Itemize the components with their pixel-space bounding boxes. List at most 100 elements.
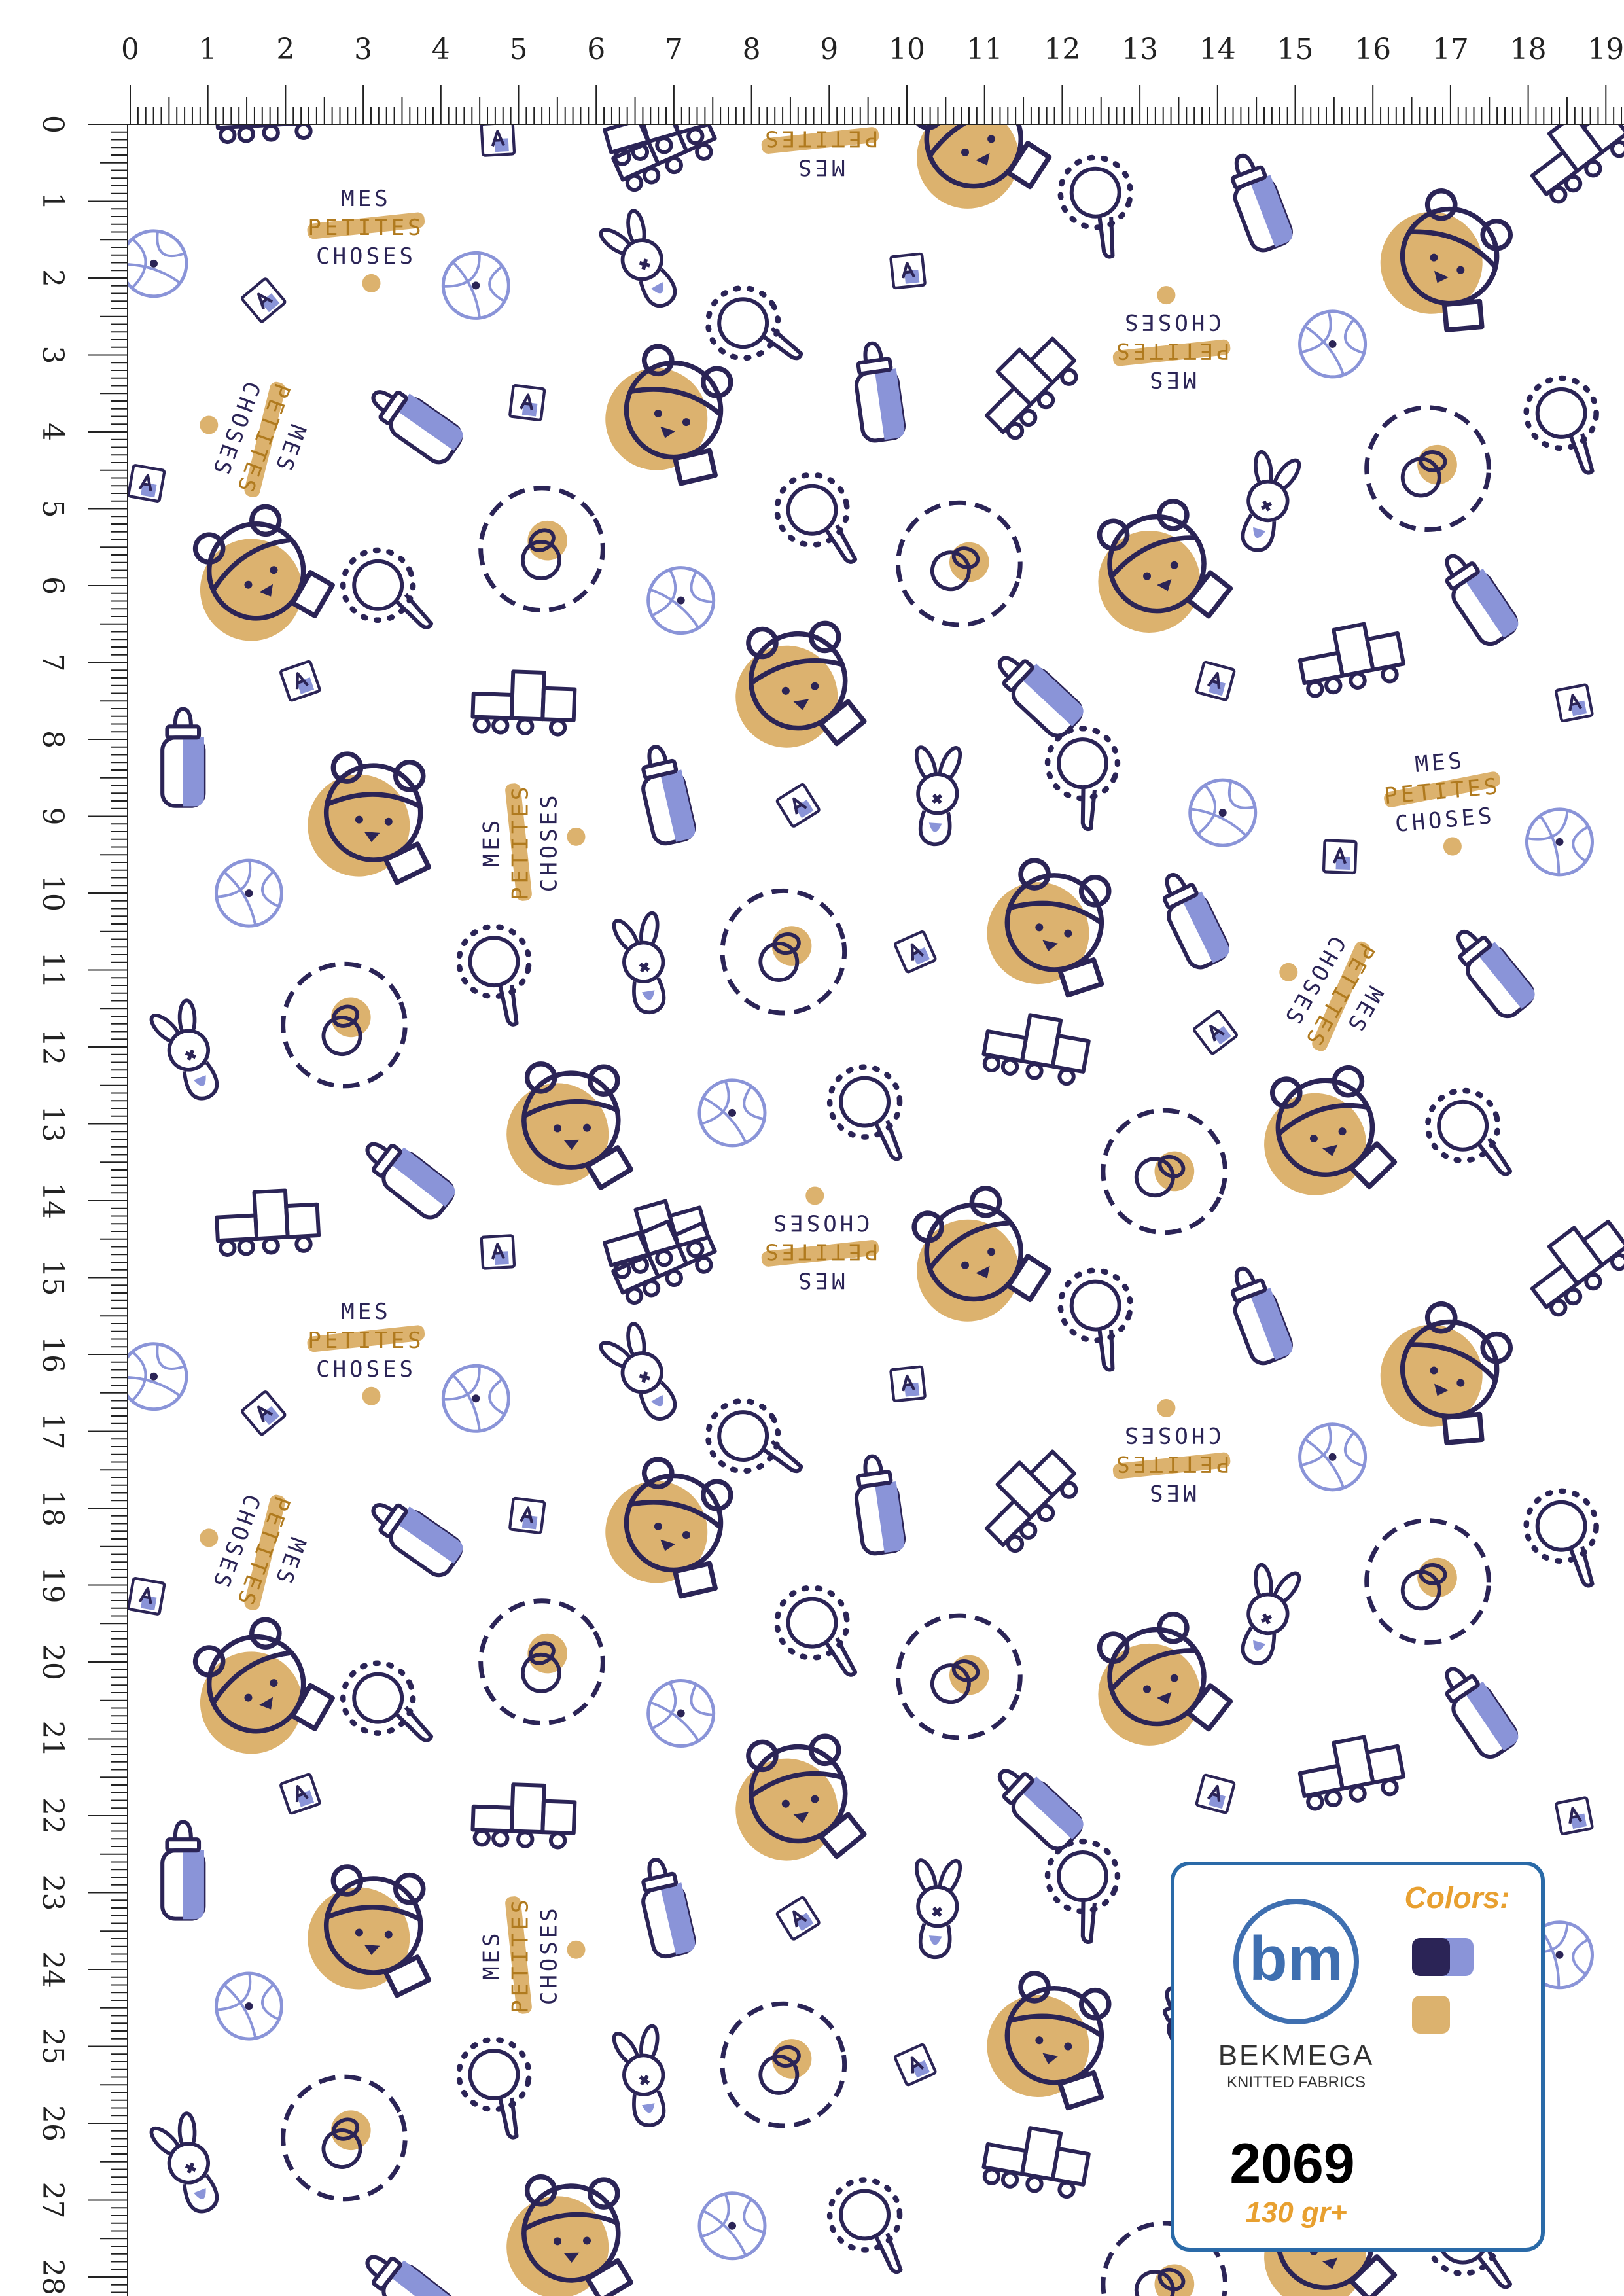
motif-pacifier [714,882,854,1022]
motif-ball [1297,1422,1368,1492]
ruler-label: 4 [36,423,69,441]
motif-bunny [1226,446,1305,556]
motif-bear [1076,489,1237,651]
motif-pacifier [1362,404,1492,534]
motif-cube [893,2043,937,2087]
motif-word: MES [795,154,845,181]
motif-word: CHOSES [1121,309,1222,335]
motif-word: PETITES [762,1238,878,1264]
ruler-label: 22 [36,1797,69,1834]
ruler-label: 26 [36,2105,69,2142]
motif-cube [279,1773,321,1815]
ruler-label: 9 [820,33,838,66]
motif-bear [891,1174,1057,1342]
ruler-label: 11 [966,33,1003,66]
motif-bunny [593,1318,688,1430]
motif-bear [1248,1058,1399,1209]
motif-ball [643,1676,718,1750]
highlight [307,1325,425,1352]
ruler-label: 10 [889,33,925,66]
logo-text: bm [1249,1924,1343,1994]
ruler-label: 24 [36,1951,69,1988]
motif-word: MES [341,1299,391,1325]
motif-word: PETITES [1113,338,1229,364]
highlight [1112,339,1231,366]
motif-rattle [448,2033,535,2138]
motif-word: MES [478,817,504,867]
ruler-label: 21 [36,1721,69,1757]
ruler-label: 18 [1510,33,1547,66]
motif-word: MES [1146,366,1196,393]
ruler-label: 15 [36,1260,69,1296]
ruler-label: 14 [36,1182,69,1219]
motif-cube [893,930,937,974]
ruler-label: 10 [36,875,69,911]
ruler-label: 17 [1432,33,1469,66]
motif-bunny [906,743,964,846]
motif-word: MES [1414,747,1466,778]
motif-cube [889,1364,927,1403]
motif-word: CHOSES [536,1905,562,2005]
ruler-label: 6 [36,576,69,595]
ruler-label: 27 [36,2182,69,2219]
ruler-label: 28 [36,2259,69,2295]
heart [362,1386,381,1405]
motif-bear [591,336,747,492]
motif-bear [591,1449,747,1605]
motif-bunny [609,910,675,1017]
motif-train [203,2282,332,2296]
ruler-label: 2 [36,269,69,287]
motif-word: PETITES [1113,1451,1229,1477]
motif-bottle [825,1443,931,1566]
motif-cube [123,1573,169,1619]
motif-ball [435,1358,517,1439]
ruler-label: 13 [36,1106,69,1142]
motif-bunny [609,2022,675,2130]
motif-ball [643,563,718,637]
heart [200,415,219,434]
motif-rattle [1523,376,1598,473]
motif-bear [725,616,867,758]
motif-pacifier [1362,1516,1492,1646]
motif-pacifier [1083,1090,1245,1252]
ruler-label: 7 [36,654,69,672]
highlight [1384,771,1500,807]
ruler-label: 19 [36,1567,69,1604]
motif-words: MES PETITES CHOSES [761,1186,879,1293]
heart [1443,837,1462,856]
motif-bear [725,1729,867,1871]
motif-train [957,1432,1098,1563]
ruler-label: 1 [199,33,217,66]
ruler-label: 15 [1277,33,1314,66]
motif-bottle [825,330,931,453]
motif-bottle [354,357,474,487]
motif-bottle [981,629,1093,756]
motif-rattle [772,1583,856,1686]
ruler-label: 16 [36,1336,69,1373]
motif-bear [171,492,341,662]
motif-pacifier [264,945,423,1104]
motif-rattle [696,275,802,391]
motif-rattle [1027,1830,1129,1943]
ruler-label: 7 [665,33,683,66]
ruler-label: 0 [36,115,69,133]
motif-pacifier [459,1579,626,1746]
highlight [307,212,425,239]
motif-ball [210,1968,288,2045]
motif-rattle [1421,1084,1511,1190]
highlight [1312,941,1370,1051]
heart [1157,286,1176,305]
brand: BEKMEGA [1218,2040,1375,2072]
ruler-label: 23 [36,1875,69,1911]
motif-bunny [145,2108,230,2220]
motif-word: CHOSES [316,243,416,270]
highlight [244,381,286,497]
heart [362,274,381,292]
motif-train [957,320,1098,451]
heart [567,827,586,846]
ruler-label: 12 [1044,33,1080,66]
motif-train [967,985,1106,1110]
motif-cube [1556,684,1593,722]
